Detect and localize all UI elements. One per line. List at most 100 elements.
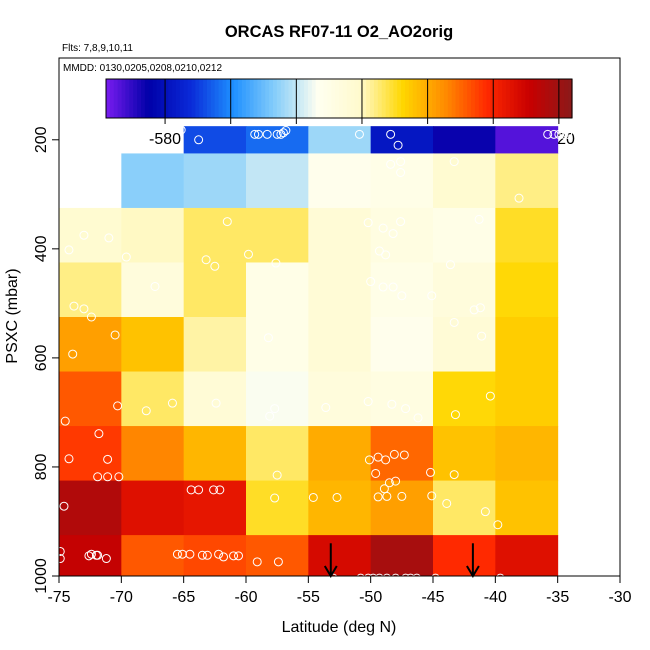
heatmap-cell	[246, 426, 309, 482]
observation-point	[475, 303, 485, 313]
observation-point	[379, 484, 389, 494]
colorbar-segment	[537, 79, 542, 118]
observation-point	[397, 291, 407, 301]
colorbar-segment	[498, 79, 503, 118]
observation-point	[412, 573, 422, 583]
observation-point	[374, 573, 384, 583]
colorbar-segment	[548, 79, 554, 118]
observation-point	[373, 492, 383, 502]
colorbar-segment	[327, 79, 332, 118]
colorbar-segment	[183, 79, 189, 118]
colorbar-segment	[175, 79, 181, 118]
observation-point	[449, 470, 459, 480]
colorbar-segment	[292, 79, 297, 118]
heatmap-cell	[59, 480, 122, 536]
observation-point	[406, 573, 416, 583]
colorbar-segment	[486, 79, 492, 118]
observation-point	[474, 214, 484, 224]
heatmap-cell	[495, 207, 559, 263]
colorbar-segment	[544, 79, 550, 118]
heatmap-cell	[121, 480, 185, 536]
colorbar-segment	[373, 79, 379, 118]
heatmap-cell	[59, 371, 122, 427]
observation-point	[363, 218, 373, 228]
colorbar-segment	[276, 79, 282, 118]
heatmap-cell	[308, 371, 372, 427]
heatmap-cell	[59, 317, 122, 373]
observation-point	[250, 129, 260, 139]
colorbar-segment	[214, 79, 220, 118]
colorbar-segment	[160, 79, 165, 118]
observation-point	[141, 406, 151, 416]
observation-point	[308, 492, 318, 502]
heatmap-cell	[121, 317, 185, 373]
colorbar-segment	[432, 79, 437, 118]
observation-point	[243, 249, 253, 259]
colorbar-segment	[467, 79, 472, 118]
colorbar-segment	[152, 79, 158, 118]
heatmap-cell	[308, 262, 372, 318]
observation-point	[427, 291, 437, 301]
observation-point	[270, 404, 280, 414]
colorbar-segment	[133, 79, 138, 118]
observation-point	[477, 331, 487, 341]
colorbar-segment	[331, 79, 336, 118]
observation-point	[186, 485, 196, 495]
colorbar-segment	[412, 79, 418, 118]
observation-point	[442, 498, 452, 508]
observation-point	[114, 472, 124, 482]
colorbar-segment	[137, 79, 142, 118]
colorbar-segment	[300, 79, 305, 118]
heatmap-cell	[183, 153, 247, 209]
colorbar-segment	[362, 79, 367, 118]
heatmap-cell	[121, 153, 185, 209]
colorbar-segment	[164, 79, 169, 118]
observation-point	[194, 135, 204, 145]
colorbar-segment	[284, 79, 290, 118]
x-tick-label: -75	[47, 589, 70, 606]
observation-point	[101, 554, 111, 564]
observation-point	[485, 391, 495, 401]
colorbar-segment	[568, 79, 573, 118]
colorbar-segment	[502, 79, 507, 118]
heatmap-cell	[121, 207, 185, 263]
colorbar-segment	[307, 79, 313, 118]
colorbar-segment	[408, 79, 414, 118]
colorbar-segment	[156, 79, 161, 118]
observation-point	[559, 129, 569, 139]
observation-point	[396, 168, 406, 178]
heatmap-cell	[183, 317, 247, 373]
colorbar-segment	[241, 79, 247, 118]
colorbar-segment	[370, 79, 375, 118]
heatmap-cell	[183, 262, 247, 318]
observation-point	[253, 129, 263, 139]
observation-point	[368, 573, 378, 583]
observation-point	[172, 549, 182, 559]
x-tick-label: -65	[172, 589, 195, 606]
heatmap-cell	[495, 371, 559, 427]
observation-point	[364, 455, 374, 465]
observation-point	[381, 455, 391, 465]
colorbar-segment	[129, 79, 134, 118]
observation-point	[449, 317, 459, 327]
observation-point	[332, 492, 342, 502]
observation-point	[194, 485, 204, 495]
observation-point	[278, 128, 288, 138]
heatmap-cell	[59, 426, 122, 482]
observation-point	[234, 551, 244, 561]
heatmap-cell	[433, 153, 496, 209]
colorbar-segment	[125, 79, 130, 118]
observation-point	[393, 140, 403, 150]
heatmap-cell	[246, 207, 309, 263]
observation-point	[93, 472, 103, 482]
colorbar-segment	[451, 79, 457, 118]
colorbar-segment	[428, 79, 433, 118]
x-axis: -75 -70 -65 -60 -55 -50 -45 -40 -35 -30	[47, 575, 632, 606]
heatmap-cell	[183, 126, 247, 154]
colorbar-segment	[393, 79, 398, 118]
heatmap-cell	[121, 535, 185, 577]
observation-point	[381, 250, 391, 260]
colorbar-segment	[439, 79, 445, 118]
observation-point	[399, 450, 409, 460]
